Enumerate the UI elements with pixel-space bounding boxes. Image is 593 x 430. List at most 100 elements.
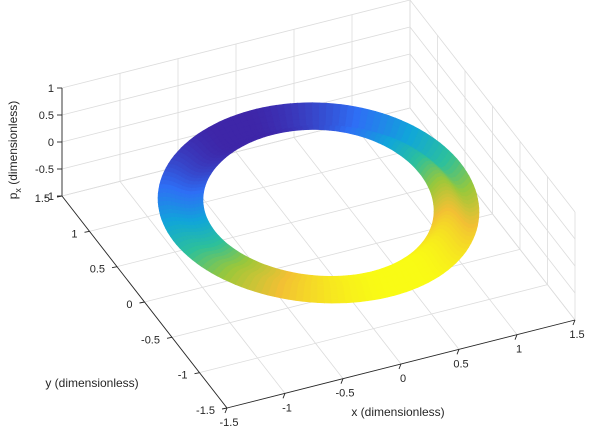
surface-patch (162, 200, 168, 207)
axes-lines (56, 87, 576, 414)
x-axis-label: x (dimensionless) (351, 405, 444, 419)
y-tick-label: -1.5 (196, 405, 215, 417)
surface-patch (297, 102, 306, 109)
y-tick-label: 0 (126, 299, 132, 311)
surface-patch (299, 119, 307, 126)
x-tick-mark (456, 349, 460, 355)
surface-patch (305, 107, 313, 115)
surface-patch (317, 288, 325, 295)
back-wall-gridline-z (61, 0, 411, 89)
surface-patch (323, 288, 332, 295)
y-tick-label: -0.5 (141, 334, 160, 346)
surface-patch (162, 192, 168, 198)
surface-patch (305, 113, 314, 121)
tick-labels: -1.5-1-0.500.511.5-1.5-1-0.500.511.5-1-0… (35, 83, 585, 429)
floor-gridline-y (89, 142, 438, 232)
surface-patch (344, 293, 353, 300)
x-tick-mark (572, 319, 576, 326)
surface-patch (325, 108, 334, 117)
surface-patch (338, 298, 347, 304)
x-tick-label: -1 (282, 402, 292, 414)
y-tick-mark (84, 230, 90, 233)
surface-patch (319, 114, 327, 122)
y-tick-label: 0.5 (90, 264, 105, 276)
surface-patch (337, 293, 346, 300)
y-tick-mark (166, 336, 173, 339)
axes-grid (61, 0, 576, 409)
surface-patch (468, 219, 475, 225)
surface-patch (291, 107, 300, 115)
surface-patch (313, 126, 320, 130)
surface-patch (330, 288, 339, 295)
surface-patch (162, 196, 168, 202)
y-tick-label: -1 (178, 370, 188, 382)
surface-patch (331, 298, 340, 304)
surface-patch (318, 126, 325, 131)
surface-patch (283, 103, 292, 110)
x-tick-label: 1 (516, 344, 522, 356)
back-wall-gridline-z (61, 53, 411, 143)
surface-patch (298, 107, 307, 115)
surface-patch (311, 102, 320, 109)
x-tick-mark (282, 393, 286, 399)
x-tick-mark (340, 378, 344, 384)
surface-patch (319, 107, 327, 116)
y-tick-mark (221, 407, 228, 410)
surface-patch (279, 120, 288, 127)
surface-patch (324, 298, 333, 304)
surface-patch (298, 113, 307, 121)
y-axis-label: y (dimensionless) (45, 376, 138, 390)
surface-patch (292, 113, 301, 121)
side-wall-gridline-z (409, 26, 576, 240)
surface-patch (327, 275, 335, 280)
surface-patch (312, 113, 320, 122)
surface-patch (184, 204, 191, 209)
surface-patch (162, 188, 169, 194)
surface-patch (305, 119, 314, 126)
surface-patch (166, 200, 173, 206)
z-tick-label: 0 (48, 137, 54, 149)
surface-patch (312, 107, 320, 116)
surface-patch (309, 297, 318, 303)
y-tick-mark (111, 266, 118, 269)
surface-patch (323, 282, 331, 286)
back-wall-gridline-z (61, 26, 411, 116)
surface-patch (329, 126, 336, 132)
x-tick-label: -1.5 (220, 417, 239, 429)
x-tick-mark (398, 363, 402, 370)
surface-patch (342, 283, 351, 290)
surface-patch (463, 243, 472, 249)
surface-patch (317, 282, 325, 286)
surface-patch (322, 275, 329, 280)
z-tick-label: 0.5 (39, 110, 54, 122)
surface-patch (285, 113, 294, 121)
surface-patch (319, 120, 327, 127)
y-tick-mark (194, 372, 200, 375)
floor-gridline-y (116, 178, 466, 268)
y-tick-label: 1 (71, 228, 77, 240)
x-tick-label: 0 (400, 373, 406, 385)
surface-patch (317, 298, 326, 304)
surface-patch (295, 296, 304, 302)
side-wall-gridline-z (409, 0, 576, 213)
surface-patch (297, 126, 305, 131)
surface-patch (469, 215, 475, 221)
surface-patch (277, 108, 287, 116)
surface-patch (332, 109, 341, 118)
surface-patch (310, 288, 318, 295)
z-tick-label: -1 (44, 191, 54, 203)
surface-patch (310, 284, 318, 290)
surface-patch (336, 288, 345, 295)
surface-patch (325, 114, 334, 123)
surface-patch (330, 284, 338, 290)
surface-patch (330, 293, 339, 300)
x-tick-mark (514, 334, 518, 340)
y-tick-mark (139, 301, 145, 304)
surface-torus (157, 102, 480, 304)
surface-patch (324, 126, 331, 131)
surface-patch (312, 120, 320, 126)
z-tick-label: 1 (48, 83, 54, 95)
surface-patch (292, 119, 301, 126)
surface-patch (302, 296, 311, 303)
